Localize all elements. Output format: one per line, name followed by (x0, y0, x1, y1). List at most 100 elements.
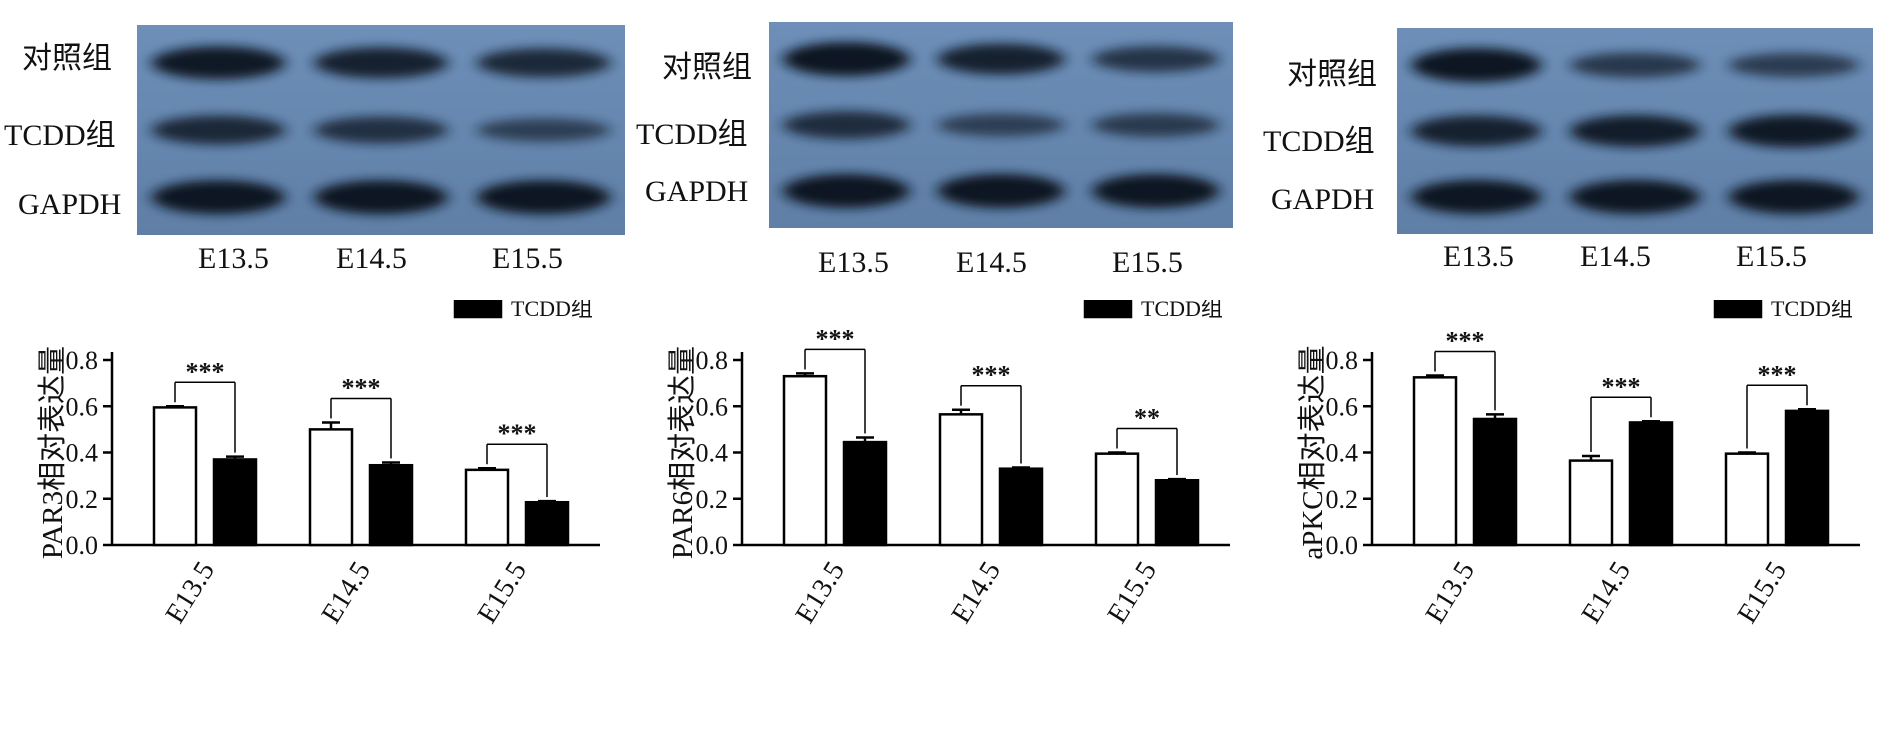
blot3-lane-label-e15-5: E15.5 (1736, 240, 1807, 273)
blot1-lane-label-e13-5: E13.5 (198, 242, 269, 275)
bar (1412, 376, 1458, 547)
y-tick-label: 0.2 (1326, 485, 1359, 514)
legend-label: TCDD组 (1771, 300, 1853, 321)
bar (1094, 452, 1140, 547)
blot2-lane-label-e15-5: E15.5 (1112, 246, 1183, 279)
blot-band (782, 173, 910, 208)
significance-label: *** (498, 419, 537, 448)
x-tick-label: E15.5 (1102, 556, 1163, 628)
blot-band (937, 173, 1065, 208)
blot-band (1569, 179, 1701, 214)
blot-band (1569, 115, 1701, 147)
y-axis-label: PAR6相对表达量 (666, 346, 699, 559)
legend-label: TCDD组 (1141, 300, 1223, 321)
blot-band (314, 116, 448, 144)
significance-label: *** (1758, 360, 1797, 389)
y-tick-label: 0.8 (696, 346, 729, 375)
blot-band (151, 46, 286, 80)
y-tick-label: 0.6 (1326, 392, 1359, 421)
bar (524, 500, 570, 547)
blot-band (782, 42, 910, 77)
blot1-lane-label-e14-5: E14.5 (336, 242, 407, 275)
y-tick-label: 0.0 (66, 531, 99, 560)
bar (152, 406, 198, 547)
blot-band (151, 115, 286, 145)
y-tick-label: 0.8 (66, 346, 99, 375)
significance-label: *** (972, 361, 1011, 390)
blot3-image (1397, 28, 1873, 234)
blot3-row-label-control: 对照组 (1287, 58, 1377, 91)
blot-band (937, 113, 1065, 137)
y-tick-label: 0.6 (696, 392, 729, 421)
y-tick-label: 0.4 (66, 439, 99, 468)
blot-band (476, 180, 611, 215)
blot-band (151, 180, 286, 215)
blot-band (1569, 52, 1701, 78)
blot2-image (769, 22, 1233, 228)
blot-band (314, 180, 448, 215)
significance-label: *** (816, 324, 855, 353)
y-tick-label: 0.4 (696, 439, 729, 468)
y-tick-label: 0.2 (696, 485, 729, 514)
blot3-lane-label-e14-5: E14.5 (1580, 240, 1651, 273)
y-tick-label: 0.6 (66, 392, 99, 421)
blot2-lane-label-e14-5: E14.5 (956, 246, 1027, 279)
blot-band (1092, 46, 1220, 73)
blot3-lane-label-e13-5: E13.5 (1443, 240, 1514, 273)
blot3-row-label-tcdd: TCDD组 (1263, 125, 1375, 158)
bar (1568, 459, 1614, 547)
blot1-row-label-gapdh: GAPDH (18, 188, 122, 221)
blot-band (782, 111, 910, 139)
y-tick-label: 0.2 (66, 485, 99, 514)
y-tick-label: 0.4 (1326, 439, 1359, 468)
legend-swatch-tcdd (1713, 300, 1763, 319)
y-axis-label: PAR3相对表达量 (36, 346, 69, 559)
blot2-row-label-tcdd: TCDD组 (636, 118, 748, 151)
y-axis-label: aPKC相对表达量 (1296, 345, 1329, 559)
blot-band (476, 48, 611, 78)
x-tick-label: E13.5 (790, 556, 851, 628)
blot2-row-label-gapdh: GAPDH (645, 175, 749, 208)
significance-label: *** (186, 357, 225, 386)
blot1-image (137, 25, 625, 235)
legend-label: TCDD组 (511, 300, 593, 321)
blot3-row-label-gapdh: GAPDH (1271, 183, 1375, 216)
blot-band (1728, 114, 1859, 148)
bar (464, 468, 510, 547)
x-tick-label: E14.5 (316, 556, 377, 628)
blot2-row-label-control: 对照组 (662, 51, 752, 84)
bar (782, 374, 828, 547)
x-tick-label: E15.5 (472, 556, 533, 628)
y-tick-label: 0.8 (1326, 346, 1359, 375)
blot-band (1092, 173, 1220, 208)
blot-band (1728, 53, 1859, 78)
blot-band (1411, 115, 1542, 147)
significance-label: *** (342, 373, 381, 402)
x-tick-label: E13.5 (1420, 556, 1481, 628)
blot-band (1728, 179, 1859, 214)
significance-label: ** (1134, 404, 1160, 433)
bar (1472, 417, 1518, 547)
bar (1628, 421, 1674, 547)
bar (1784, 409, 1830, 547)
legend-swatch-tcdd (453, 300, 503, 319)
blot1-row-label-control: 对照组 (22, 42, 112, 75)
blot-band (1411, 179, 1542, 214)
blot-band (314, 47, 448, 79)
x-tick-label: E13.5 (160, 556, 221, 628)
blot-band (937, 43, 1065, 75)
x-tick-label: E14.5 (1576, 556, 1637, 628)
significance-label: *** (1602, 372, 1641, 401)
bar (842, 440, 888, 547)
bar (1154, 479, 1200, 547)
bar (308, 428, 354, 547)
significance-label: *** (1446, 326, 1485, 355)
bar (998, 467, 1044, 547)
x-tick-label: E14.5 (946, 556, 1007, 628)
blot-band (476, 118, 611, 142)
bar (212, 458, 258, 547)
bar (1724, 452, 1770, 547)
